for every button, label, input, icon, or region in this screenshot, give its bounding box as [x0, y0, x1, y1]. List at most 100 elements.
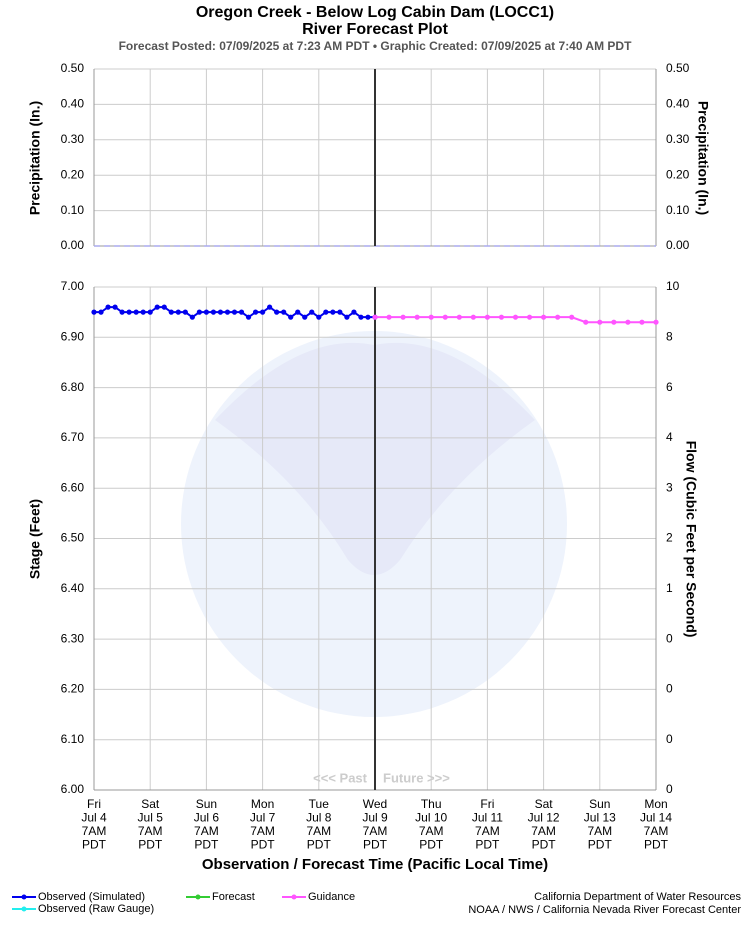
- x-tick-label: PDT: [307, 838, 332, 852]
- data-point: [309, 309, 315, 315]
- x-tick-label: Sun: [589, 797, 610, 811]
- past-label: <<< Past: [313, 770, 368, 785]
- x-tick-label: Fri: [87, 797, 101, 811]
- x-tick-label: PDT: [82, 838, 107, 852]
- x-tick-label: Jul 5: [138, 811, 164, 825]
- legend-label: Forecast: [212, 891, 255, 903]
- data-point: [175, 309, 181, 315]
- x-tick-label: 7AM: [531, 824, 556, 838]
- data-point: [147, 309, 153, 315]
- y2-tick-label: 6: [666, 380, 673, 394]
- data-point: [252, 309, 259, 315]
- future-label: Future >>>: [383, 770, 450, 785]
- data-point: [365, 314, 371, 320]
- data-point: [414, 314, 420, 320]
- data-point: [498, 314, 505, 320]
- data-point: [583, 319, 589, 325]
- x-tick-label: Tue: [309, 797, 330, 811]
- x-tick-label: Jul 10: [415, 811, 447, 825]
- data-point: [316, 314, 322, 320]
- data-point: [484, 314, 490, 320]
- data-point: [337, 309, 343, 315]
- x-tick-label: Jul 12: [528, 811, 560, 825]
- x-tick-label: PDT: [475, 838, 500, 852]
- x-tick-label: 7AM: [587, 824, 612, 838]
- x-axis-label: Observation / Forecast Time (Pacific Loc…: [202, 856, 548, 873]
- data-point: [653, 319, 659, 325]
- y-tick-label: 6.40: [61, 581, 85, 595]
- data-point: [330, 309, 336, 315]
- data-point: [358, 314, 364, 320]
- x-tick-label: Sun: [196, 797, 217, 811]
- data-point: [126, 309, 132, 315]
- credit: NOAA / NWS / California Nevada River For…: [468, 904, 741, 916]
- data-point: [245, 314, 252, 320]
- x-tick-label: 7AM: [644, 824, 669, 838]
- y-tick-label: 6.90: [61, 329, 85, 343]
- x-tick-label: 7AM: [138, 824, 163, 838]
- data-point: [182, 309, 188, 315]
- y-axis-label: Stage (Feet): [27, 499, 43, 579]
- legend-label: Observed (Simulated): [38, 891, 145, 903]
- legend-label: Guidance: [308, 891, 355, 903]
- data-point: [231, 309, 238, 315]
- x-tick-label: Sat: [141, 797, 160, 811]
- y-tick-label: 6.80: [61, 380, 85, 394]
- data-point: [98, 309, 104, 315]
- precip-tick-label: 0.40: [61, 97, 85, 111]
- y-tick-label: 6.60: [61, 480, 85, 494]
- precip-tick-label: 0.20: [61, 167, 85, 181]
- data-point: [189, 314, 195, 320]
- y2-tick-label: 0: [666, 732, 673, 746]
- y-tick-label: 6.20: [61, 682, 85, 696]
- x-tick-label: Jul 14: [640, 811, 672, 825]
- x-tick-label: PDT: [138, 838, 163, 852]
- data-point: [133, 309, 139, 315]
- precip-tick-label-right: 0.50: [666, 61, 690, 75]
- data-point: [351, 309, 357, 315]
- x-tick-label: Fri: [480, 797, 494, 811]
- y2-tick-label: 3: [666, 480, 673, 494]
- x-tick-label: PDT: [419, 838, 444, 852]
- data-point: [196, 309, 202, 315]
- x-tick-label: Jul 6: [194, 811, 220, 825]
- y2-tick-label: 0: [666, 631, 673, 645]
- legend-swatch: [291, 894, 297, 900]
- y2-tick-label: 0: [666, 782, 673, 796]
- data-point: [526, 314, 533, 320]
- x-tick-label: Jul 13: [584, 811, 616, 825]
- data-point: [224, 309, 231, 315]
- x-tick-label: PDT: [363, 838, 388, 852]
- x-tick-label: 7AM: [475, 824, 500, 838]
- data-point: [274, 309, 280, 315]
- y2-tick-label: 8: [666, 329, 673, 343]
- precip-axis-label-right: Precipitation (In.): [695, 101, 711, 215]
- data-point: [302, 314, 308, 320]
- data-point: [91, 309, 97, 315]
- y2-tick-label: 4: [666, 430, 673, 444]
- y-tick-label: 6.10: [61, 732, 85, 746]
- precip-axis-label: Precipitation (In.): [27, 101, 43, 215]
- y-tick-label: 6.50: [61, 531, 85, 545]
- data-point: [639, 319, 645, 325]
- y-tick-label: 7.00: [61, 279, 85, 293]
- x-tick-label: 7AM: [419, 824, 444, 838]
- x-tick-label: 7AM: [363, 824, 388, 838]
- y-tick-label: 6.00: [61, 782, 85, 796]
- data-point: [140, 309, 146, 315]
- precip-tick-label-right: 0.30: [666, 132, 690, 146]
- x-tick-label: PDT: [532, 838, 557, 852]
- data-point: [288, 314, 294, 320]
- x-tick-label: PDT: [644, 838, 669, 852]
- precip-tick-label: 0.50: [61, 61, 85, 75]
- legend-swatch: [195, 894, 201, 900]
- x-tick-label: 7AM: [306, 824, 331, 838]
- precip-tick-label: 0.30: [61, 132, 85, 146]
- data-point: [217, 309, 224, 315]
- x-tick-label: Jul 9: [362, 811, 388, 825]
- data-point: [238, 309, 245, 315]
- data-point: [260, 309, 266, 315]
- x-tick-label: PDT: [588, 838, 613, 852]
- data-point: [344, 314, 350, 320]
